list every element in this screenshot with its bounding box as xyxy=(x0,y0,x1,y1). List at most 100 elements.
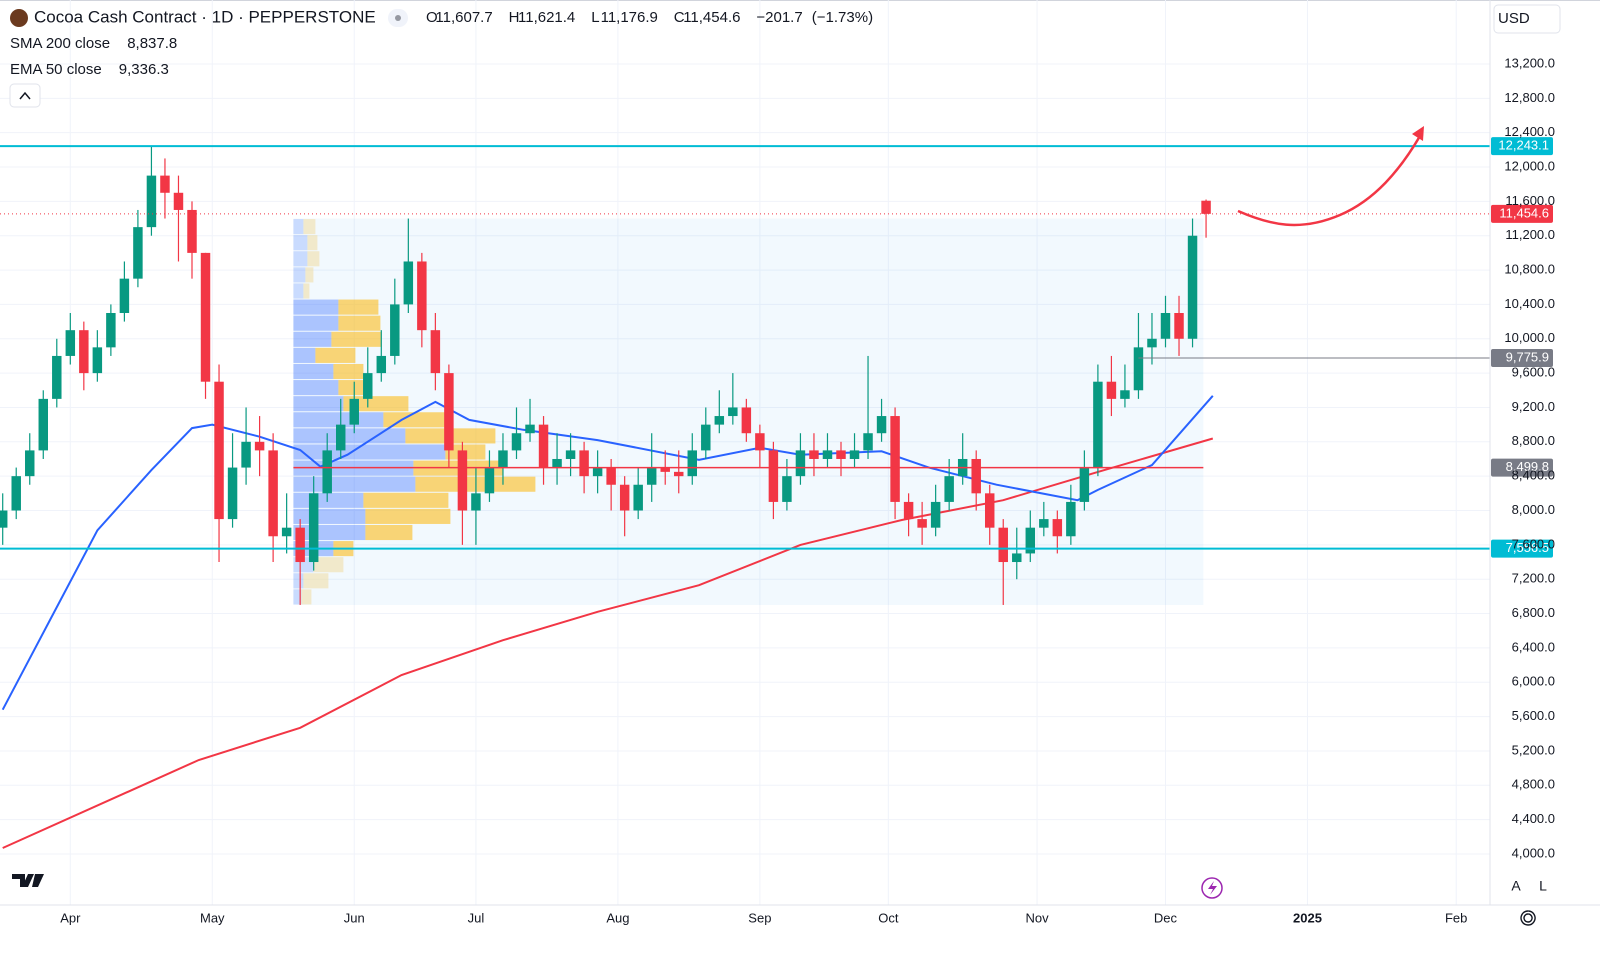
profile-down xyxy=(363,492,449,508)
candle-body xyxy=(200,252,211,382)
y-tick-label: 10,000.0 xyxy=(1504,330,1555,345)
change: −201.7 xyxy=(756,9,802,26)
level-label: 8,499.8 xyxy=(1506,459,1549,474)
y-tick-label: 12,400.0 xyxy=(1504,124,1555,139)
profile-down xyxy=(307,251,320,267)
event-icon[interactable] xyxy=(1201,877,1223,899)
y-tick-label: 10,400.0 xyxy=(1504,296,1555,311)
candle-body xyxy=(322,450,332,494)
candle-body xyxy=(79,330,89,374)
y-tick-label: 10,800.0 xyxy=(1504,262,1555,277)
forecast-arrow xyxy=(1237,135,1422,227)
y-tick-label: 9,600.0 xyxy=(1512,365,1555,380)
candle-body xyxy=(349,398,359,425)
currency-box[interactable] xyxy=(1493,4,1561,34)
candle-body xyxy=(390,304,400,356)
candle-body xyxy=(1133,347,1144,391)
profile-down xyxy=(303,573,329,589)
levels: 12,243.1 9,775.9 8,499.8 7,556.5 11,454.6 xyxy=(0,137,1553,558)
y-tick-label: 7,200.0 xyxy=(1512,571,1555,586)
candle-body xyxy=(687,450,698,477)
profile-up xyxy=(293,589,302,605)
change-percent: (−1.73%) xyxy=(812,9,873,26)
y-tick-label: 8,400.0 xyxy=(1512,468,1555,483)
profile-down xyxy=(333,363,364,380)
candle-body xyxy=(674,471,684,477)
ohlc-value: 11,454.6 xyxy=(683,9,740,26)
y-tick-label: 4,400.0 xyxy=(1512,811,1555,826)
candle-body xyxy=(471,493,481,511)
candle-body xyxy=(646,467,657,485)
candle-body xyxy=(660,467,670,472)
candle-body xyxy=(917,519,927,528)
candle-body xyxy=(308,493,319,563)
collapse-icon xyxy=(19,91,31,100)
profile-up xyxy=(293,299,339,315)
candle-body xyxy=(741,407,752,434)
indicator-lines xyxy=(1,395,1214,849)
y-tick-label: 8,800.0 xyxy=(1512,433,1555,448)
candle-body xyxy=(484,467,495,494)
profile-up xyxy=(293,412,384,428)
candle-body xyxy=(633,484,643,511)
candle-body xyxy=(119,278,130,314)
candle-body xyxy=(728,407,738,417)
candle-body xyxy=(498,450,508,468)
indicator-name: SMA 200 close xyxy=(10,35,110,52)
candle-body xyxy=(214,381,224,520)
ohlc-value: 11,176.9 xyxy=(601,9,658,26)
candle-body xyxy=(65,330,76,356)
candle-body xyxy=(809,450,819,459)
x-tick-label: Nov xyxy=(1025,910,1049,925)
candle-body xyxy=(525,424,535,434)
profile-up xyxy=(293,396,344,412)
indicator-name: EMA 50 close xyxy=(10,61,102,78)
y-tick-label: 12,000.0 xyxy=(1504,158,1555,173)
scale-button[interactable]: L xyxy=(1539,878,1547,894)
y-tick-label: 11,600.0 xyxy=(1505,193,1555,208)
candle-body xyxy=(552,458,562,468)
candle-body xyxy=(1160,313,1171,339)
candle-body xyxy=(1106,381,1117,399)
profile-down xyxy=(331,331,382,347)
profile-up xyxy=(293,267,306,283)
profile-down xyxy=(365,524,413,541)
candle-body xyxy=(92,347,103,374)
candle-body xyxy=(1147,338,1157,348)
profile-down xyxy=(303,283,310,299)
profile-down xyxy=(343,396,409,412)
candle-body xyxy=(173,192,184,210)
status-dot-inner xyxy=(395,15,401,21)
candle-body xyxy=(363,373,373,399)
settings-icon[interactable] xyxy=(1520,910,1536,926)
profile-up xyxy=(293,476,416,492)
ohlc-key: L xyxy=(591,9,599,26)
candle-body xyxy=(403,261,414,305)
x-tick-label: Oct xyxy=(878,910,899,925)
candle-body xyxy=(714,416,725,425)
profile-up xyxy=(293,380,339,396)
ohlc-key: O xyxy=(426,9,438,26)
chart-title: Cocoa Cash Contract · 1D · PEPPERSTONE xyxy=(34,7,376,26)
currency[interactable]: USD xyxy=(1498,10,1530,27)
y-tick-label: 7,600.0 xyxy=(1512,536,1555,551)
level-label: 9,775.9 xyxy=(1506,349,1549,364)
ohlc-value: 11,621.4 xyxy=(518,9,575,26)
collapse-button[interactable] xyxy=(9,83,41,108)
candle-body xyxy=(849,450,860,459)
x-tick-label: Jun xyxy=(344,910,365,925)
candle-body xyxy=(579,450,589,477)
candle-body xyxy=(52,355,62,399)
y-tick-label: 5,200.0 xyxy=(1512,742,1555,757)
scale-button[interactable]: A xyxy=(1511,878,1521,894)
profile-down xyxy=(303,219,316,235)
candle-body xyxy=(1174,313,1184,339)
level-label-box xyxy=(1491,539,1553,558)
candle-body xyxy=(11,476,21,511)
candle-body xyxy=(1120,390,1130,399)
y-tick-label: 5,600.0 xyxy=(1512,708,1555,723)
y-tick-label: 6,000.0 xyxy=(1512,674,1555,689)
indicator-value: 9,336.3 xyxy=(119,61,169,78)
profile-down xyxy=(305,267,314,283)
